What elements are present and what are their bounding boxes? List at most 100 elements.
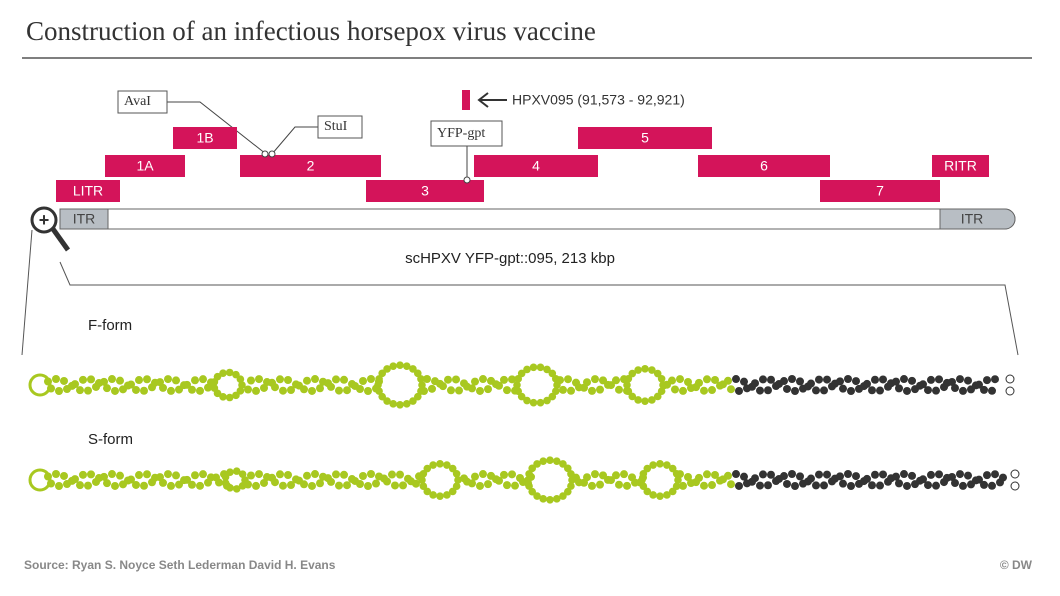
loop-base: [418, 381, 426, 389]
base: [76, 481, 84, 490]
left-itr: [59, 208, 109, 230]
base: [244, 385, 252, 394]
aval-box: [117, 90, 168, 114]
base: [199, 375, 207, 384]
loop-base: [552, 495, 561, 503]
base: [468, 384, 476, 393]
base: [607, 381, 615, 390]
base: [111, 386, 119, 395]
base: [71, 380, 79, 389]
zoom-line-right: [59, 261, 1019, 356]
fragment: [366, 180, 484, 202]
base: [428, 384, 436, 393]
loop-base: [529, 398, 538, 407]
loop-base: [423, 487, 432, 496]
base: [247, 376, 255, 385]
loop-base: [539, 457, 548, 465]
base: [471, 377, 479, 386]
loop-base: [634, 396, 642, 404]
s-form-label: S-form: [88, 431, 133, 448]
fragment-label: 3: [421, 183, 429, 199]
base: [455, 386, 463, 395]
base: [612, 471, 620, 480]
base: [279, 386, 287, 395]
fragment: [56, 180, 120, 202]
aval-label: AvaI: [124, 94, 151, 109]
loop-base: [643, 487, 652, 496]
loop-base: [236, 375, 245, 383]
base: [215, 478, 223, 487]
base: [276, 375, 284, 384]
loop-base: [568, 476, 576, 484]
base: [356, 480, 364, 489]
base: [76, 386, 84, 395]
base: [447, 386, 455, 395]
loop-base: [378, 369, 387, 378]
base: [980, 385, 988, 394]
base: [927, 470, 935, 479]
base: [79, 375, 87, 384]
base: [396, 470, 404, 479]
loop-base: [657, 387, 666, 395]
loop-base: [383, 365, 391, 373]
base: [479, 375, 487, 384]
base: [471, 472, 479, 481]
loop-base: [429, 461, 437, 469]
loop-base: [653, 369, 662, 378]
base: [327, 382, 335, 391]
loop-base: [232, 485, 241, 493]
base: [959, 386, 967, 395]
base: [495, 476, 503, 485]
loop-base: [533, 492, 541, 500]
loop-base: [643, 464, 652, 473]
base: [703, 375, 711, 384]
base: [127, 475, 135, 484]
base: [700, 386, 708, 395]
base: [959, 481, 967, 490]
loop-base: [219, 392, 227, 401]
loop-base: [226, 468, 234, 477]
loop-base: [396, 401, 404, 409]
base: [311, 375, 319, 384]
loop-base: [378, 392, 387, 401]
base: [500, 470, 508, 479]
loop-base: [413, 392, 422, 401]
yfp-site: [463, 176, 471, 184]
base: [879, 470, 887, 479]
loop-base: [225, 393, 234, 402]
base: [948, 377, 956, 386]
loop-base: [523, 365, 531, 374]
loop-base: [514, 375, 523, 383]
base: [308, 481, 316, 490]
base: [340, 375, 348, 384]
base: [919, 380, 927, 389]
loop-base: [396, 361, 404, 370]
base: [964, 471, 972, 480]
base: [596, 385, 604, 394]
base: [980, 480, 988, 489]
fragment-label: 7: [876, 183, 884, 199]
base: [783, 479, 791, 488]
base: [740, 472, 748, 481]
base: [756, 481, 764, 490]
tip-base: [1005, 374, 1015, 384]
source: Source: Ryan S. Noyce Seth Lederman Davi…: [24, 558, 336, 572]
base: [903, 386, 911, 395]
zoom-line-left: [21, 229, 33, 356]
stul-label: StuI: [324, 119, 348, 134]
base: [188, 385, 196, 394]
base: [836, 377, 844, 386]
base: [271, 478, 279, 487]
loop-base: [525, 470, 533, 478]
loop-base: [648, 366, 656, 374]
base: [852, 472, 860, 481]
loop-base: [536, 398, 545, 407]
loop-base: [525, 482, 533, 490]
stul-line: [271, 126, 318, 155]
base: [999, 473, 1007, 482]
base: [300, 480, 308, 489]
base: [183, 380, 191, 389]
base: [991, 470, 999, 479]
base: [444, 375, 452, 384]
